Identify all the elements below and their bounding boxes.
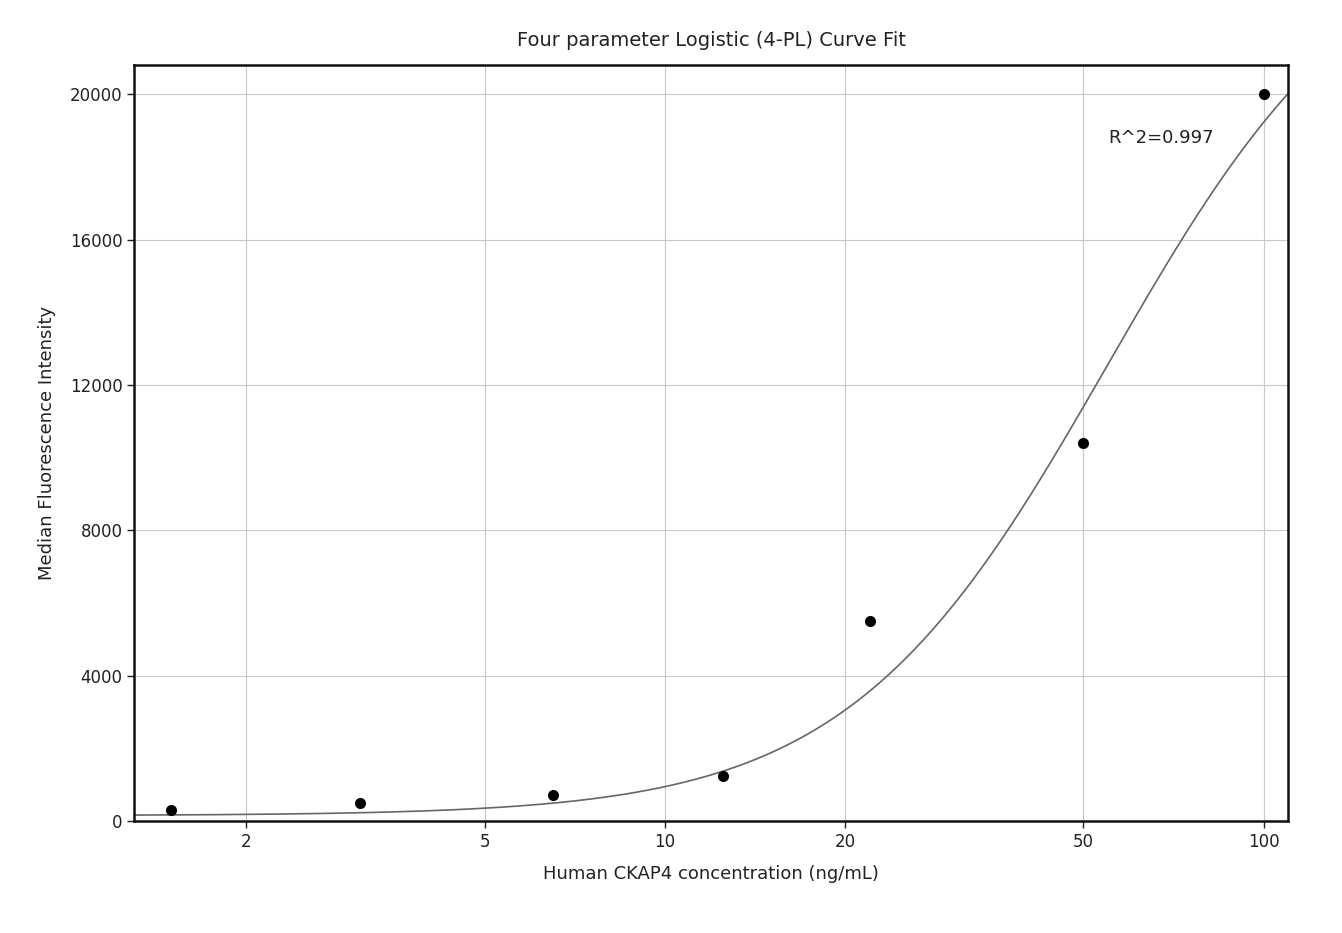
Point (1253, 87, 1275, 102)
Point (859, 614, 880, 629)
Text: R^2=0.997: R^2=0.997 (1108, 129, 1213, 147)
Point (542, 787, 564, 802)
X-axis label: Human CKAP4 concentration (ng/mL): Human CKAP4 concentration (ng/mL) (544, 865, 879, 883)
Point (349, 795, 370, 810)
Title: Four parameter Logistic (4-PL) Curve Fit: Four parameter Logistic (4-PL) Curve Fit (517, 31, 906, 49)
Point (161, 802, 183, 817)
Y-axis label: Median Fluorescence Intensity: Median Fluorescence Intensity (38, 306, 56, 580)
Point (1072, 436, 1094, 451)
Point (713, 768, 734, 783)
